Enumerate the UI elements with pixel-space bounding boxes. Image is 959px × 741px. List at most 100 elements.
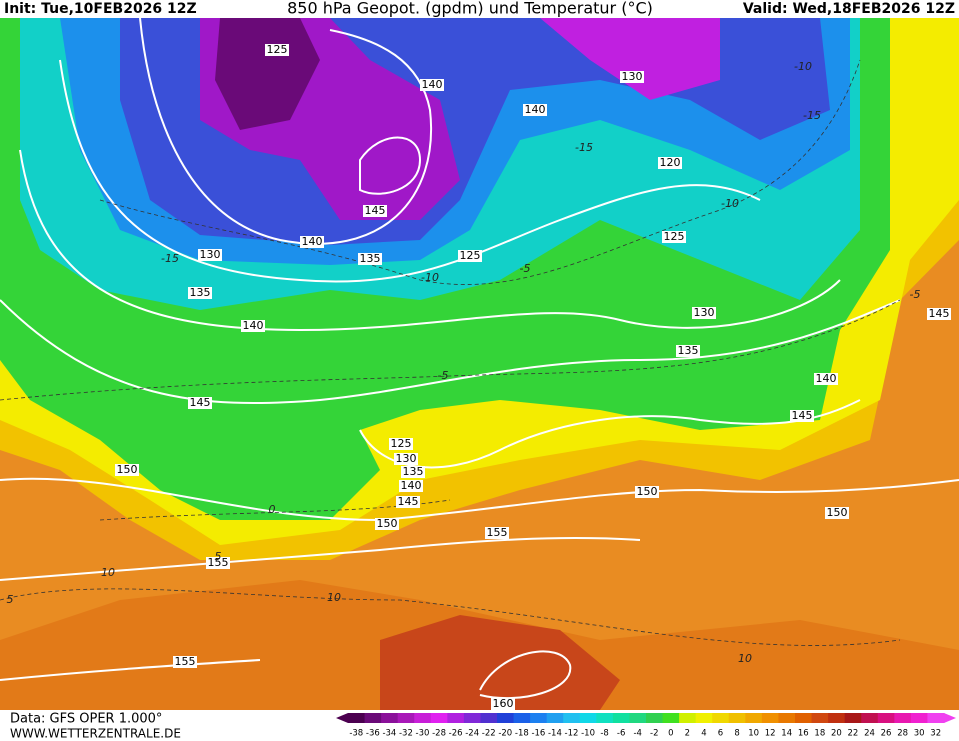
color-swatch: [381, 713, 399, 723]
color-swatch: [497, 713, 515, 723]
color-swatch: [811, 713, 829, 723]
color-bar-label: 12: [765, 729, 776, 739]
color-bar-label: 16: [798, 729, 809, 739]
label-box: [265, 44, 289, 56]
label-box: [790, 410, 814, 422]
geopotential-label: 140: [302, 235, 323, 248]
color-bar-label: 30: [914, 729, 925, 739]
temperature-label: 5: [7, 593, 14, 606]
color-swatch: [480, 713, 498, 723]
label-box: [485, 527, 509, 539]
color-bar-label: -28: [432, 729, 446, 739]
label-box: [458, 250, 482, 262]
label-box: [188, 397, 212, 409]
geopotential-label: 145: [365, 204, 386, 217]
label-box: [363, 205, 387, 217]
label-box: [375, 518, 399, 530]
label-box: [394, 453, 418, 465]
label-box: [420, 79, 444, 91]
temperature-label: -5: [520, 262, 531, 275]
geopotential-label: 155: [208, 556, 229, 569]
geopotential-label: 135: [360, 252, 381, 265]
color-bar: -38 -36 -34 -32 -30 -28 -26 -24 -22 -20 -18 -16 -14-…: [336, 713, 956, 739]
color-bar-label: 0: [668, 729, 673, 739]
color-bar-label: -34: [382, 729, 396, 739]
temperature-label: 10: [327, 591, 341, 604]
label-box: [241, 320, 265, 332]
color-swatch: [927, 713, 945, 723]
color-swatch: [844, 713, 862, 723]
geopotential-label: 150: [377, 517, 398, 530]
valid-time: Valid: Wed,18FEB2026 12Z: [743, 1, 955, 17]
color-bar-label: -8: [600, 729, 608, 739]
geopotential-label: 150: [117, 463, 138, 476]
temperature-field: [0, 18, 959, 710]
color-swatch: [646, 713, 664, 723]
label-box: [396, 496, 420, 508]
temperature-label: -10: [721, 197, 739, 210]
geopotential-label: 130: [694, 306, 715, 319]
color-bar-label: 10: [748, 729, 759, 739]
color-swatch: [712, 713, 730, 723]
color-swatch: [679, 713, 697, 723]
site-name: WWW.WETTERZENTRALE.DE: [10, 727, 181, 741]
temperature-label: -5: [910, 288, 921, 301]
label-box: [206, 557, 230, 569]
data-source: Data: GFS OPER 1.000°: [10, 712, 162, 727]
color-bar-label: -4: [633, 729, 641, 739]
temperature-label: 5: [215, 550, 222, 563]
color-bar-label: -32: [399, 729, 413, 739]
color-bar-label: 32: [930, 729, 941, 739]
color-bar-label: -14: [548, 729, 562, 739]
temperature-label: -10: [421, 271, 439, 284]
color-swatch: [530, 713, 548, 723]
color-bar-label: 6: [718, 729, 723, 739]
color-swatch: [662, 713, 680, 723]
color-swatch: [463, 713, 481, 723]
color-swatch: [728, 713, 746, 723]
geopotential-label: 135: [678, 344, 699, 357]
geopotential-label: 120: [660, 156, 681, 169]
label-box: [389, 438, 413, 450]
color-bar-label: 24: [864, 729, 875, 739]
color-swatch: [513, 713, 531, 723]
label-box: [676, 345, 700, 357]
label-box: [401, 466, 425, 478]
temperature-label: 0: [269, 503, 276, 516]
color-bar-arrow-left: [336, 713, 348, 723]
geopotential-label: 155: [487, 526, 508, 539]
color-bar-label: -38: [349, 729, 363, 739]
temperature-label: -10: [794, 60, 812, 73]
label-box: [523, 104, 547, 116]
label-box: [658, 157, 682, 169]
label-box: [188, 287, 212, 299]
geopotential-label: 140: [525, 103, 546, 116]
color-swatch: [745, 713, 763, 723]
geopotential-label: 140: [243, 319, 264, 332]
geopotential-label: 140: [422, 78, 443, 91]
label-box: [115, 464, 139, 476]
geopotential-label: 135: [190, 286, 211, 299]
color-swatch: [563, 713, 581, 723]
label-box: [198, 249, 222, 261]
header-bar: [0, 0, 959, 18]
geopotential-label: 130: [396, 452, 417, 465]
color-bar-label: -22: [482, 729, 496, 739]
label-box: [825, 507, 849, 519]
geopotential-label: 125: [391, 437, 412, 450]
temperature-label: -15: [161, 252, 179, 265]
label-box: [399, 480, 423, 492]
init-time: Init: Tue,10FEB2026 12Z: [4, 1, 197, 17]
temperature-label: 10: [738, 652, 752, 665]
geopotential-label: 150: [827, 506, 848, 519]
color-swatch: [612, 713, 630, 723]
color-swatch: [778, 713, 796, 723]
color-bar-label: 26: [881, 729, 892, 739]
color-bar-label: -2: [650, 729, 658, 739]
color-swatch: [596, 713, 614, 723]
label-box: [620, 71, 644, 83]
color-bar-label: -16: [531, 729, 545, 739]
color-bar-label: -24: [465, 729, 479, 739]
geopotential-label: 140: [401, 479, 422, 492]
